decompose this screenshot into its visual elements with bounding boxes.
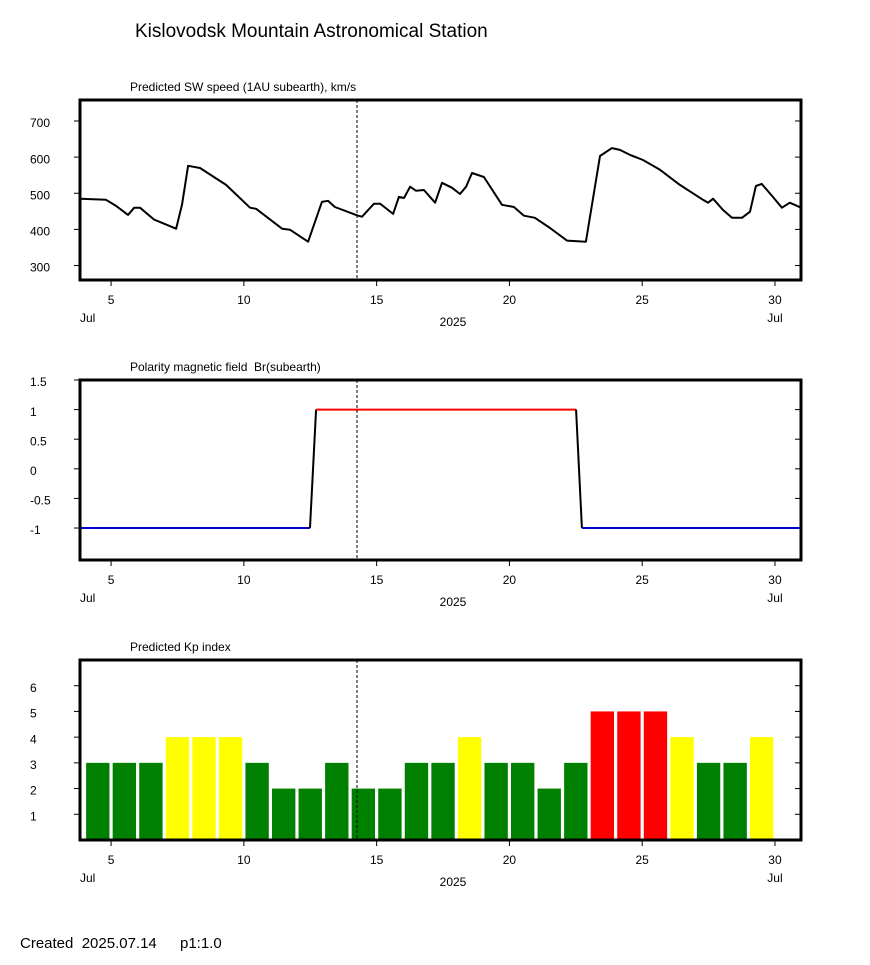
y-tick-label: 0 <box>30 464 37 478</box>
kp-bar <box>298 788 322 840</box>
y-tick-label: 1 <box>30 809 37 823</box>
kp-bar <box>696 762 721 840</box>
x-tick-label: 10 <box>237 573 251 587</box>
kp-bar <box>245 762 269 840</box>
kp-bar <box>617 711 641 840</box>
kp-bar <box>218 737 243 840</box>
y-tick-label: -0.5 <box>30 494 51 508</box>
kp-bar <box>511 762 535 840</box>
page-id: p1:1.0 <box>180 935 222 952</box>
speed-line <box>79 147 802 243</box>
y-tick-label: 6 <box>30 681 37 695</box>
kp-bar <box>86 762 110 840</box>
kp-bar <box>670 737 694 840</box>
x-tick-label: 10 <box>237 293 251 307</box>
plot-frame <box>78 658 803 842</box>
y-tick-label: 700 <box>30 116 50 130</box>
created-date: Created 2025.07.14 <box>20 935 157 952</box>
kp-bar <box>431 762 455 840</box>
y-tick-label: -1 <box>30 523 41 537</box>
kp-bar <box>272 788 296 840</box>
kp-bar <box>378 788 402 840</box>
x-tick-label: 30 <box>768 853 782 867</box>
x-tick-label: 30 <box>768 293 782 307</box>
kp-bar <box>139 762 163 840</box>
y-tick-label: 2 <box>30 784 37 798</box>
x-tick-label: 20 <box>503 853 517 867</box>
x-month-label: Jul <box>767 871 782 885</box>
chart-subtitle: Predicted SW speed (1AU subearth), km/s <box>130 80 356 94</box>
x-tick-label: 15 <box>370 573 384 587</box>
x-month-label: Jul <box>80 311 95 325</box>
x-tick-label: 10 <box>237 853 251 867</box>
x-tick-label: 20 <box>503 573 517 587</box>
y-tick-label: 600 <box>30 152 50 166</box>
kp-bar <box>351 788 376 840</box>
kp-bar <box>192 737 216 840</box>
kp-bar <box>325 762 349 840</box>
x-tick-label: 5 <box>108 853 115 867</box>
x-month-label: Jul <box>767 591 782 605</box>
kp-bar <box>750 737 774 840</box>
kp-bar <box>590 711 615 840</box>
y-tick-label: 1 <box>30 405 37 419</box>
page-title: Kislovodsk Mountain Astronomical Station <box>135 21 488 42</box>
y-tick-label: 5 <box>30 707 37 721</box>
y-tick-label: 0.5 <box>30 434 47 448</box>
x-tick-label: 25 <box>636 573 650 587</box>
x-tick-label: 15 <box>370 853 384 867</box>
kp-bar <box>457 737 482 840</box>
x-tick-label: 30 <box>768 573 782 587</box>
plot-frame <box>78 378 803 562</box>
x-tick-label: 5 <box>108 573 115 587</box>
chart-subtitle: Polarity magnetic field Br(subearth) <box>130 360 321 374</box>
y-tick-label: 4 <box>30 732 37 746</box>
x-tick-label: 25 <box>636 853 650 867</box>
x-tick-label: 20 <box>503 293 517 307</box>
y-tick-label: 1.5 <box>30 375 47 389</box>
x-month-label: Jul <box>80 591 95 605</box>
x-year-label: 2025 <box>440 875 467 889</box>
kp-bar <box>404 762 429 840</box>
kp-bar <box>537 788 561 840</box>
x-tick-label: 5 <box>108 293 115 307</box>
polarity-segment <box>308 409 318 529</box>
kp-bar <box>165 737 190 840</box>
polarity-segment <box>575 409 583 529</box>
x-tick-label: 15 <box>370 293 384 307</box>
kp-bar <box>112 762 137 840</box>
x-year-label: 2025 <box>440 315 467 329</box>
chart-subtitle: Predicted Kp index <box>130 640 231 654</box>
kp-bar <box>564 762 588 840</box>
y-tick-label: 300 <box>30 261 50 275</box>
y-tick-label: 400 <box>30 225 50 239</box>
y-tick-label: 3 <box>30 758 37 772</box>
plot-frame <box>78 98 803 282</box>
x-year-label: 2025 <box>440 595 467 609</box>
x-month-label: Jul <box>767 311 782 325</box>
x-tick-label: 25 <box>636 293 650 307</box>
y-tick-label: 500 <box>30 188 50 202</box>
kp-bar <box>723 762 747 840</box>
kp-bar <box>643 711 668 840</box>
x-month-label: Jul <box>80 871 95 885</box>
kp-bar <box>484 762 508 840</box>
